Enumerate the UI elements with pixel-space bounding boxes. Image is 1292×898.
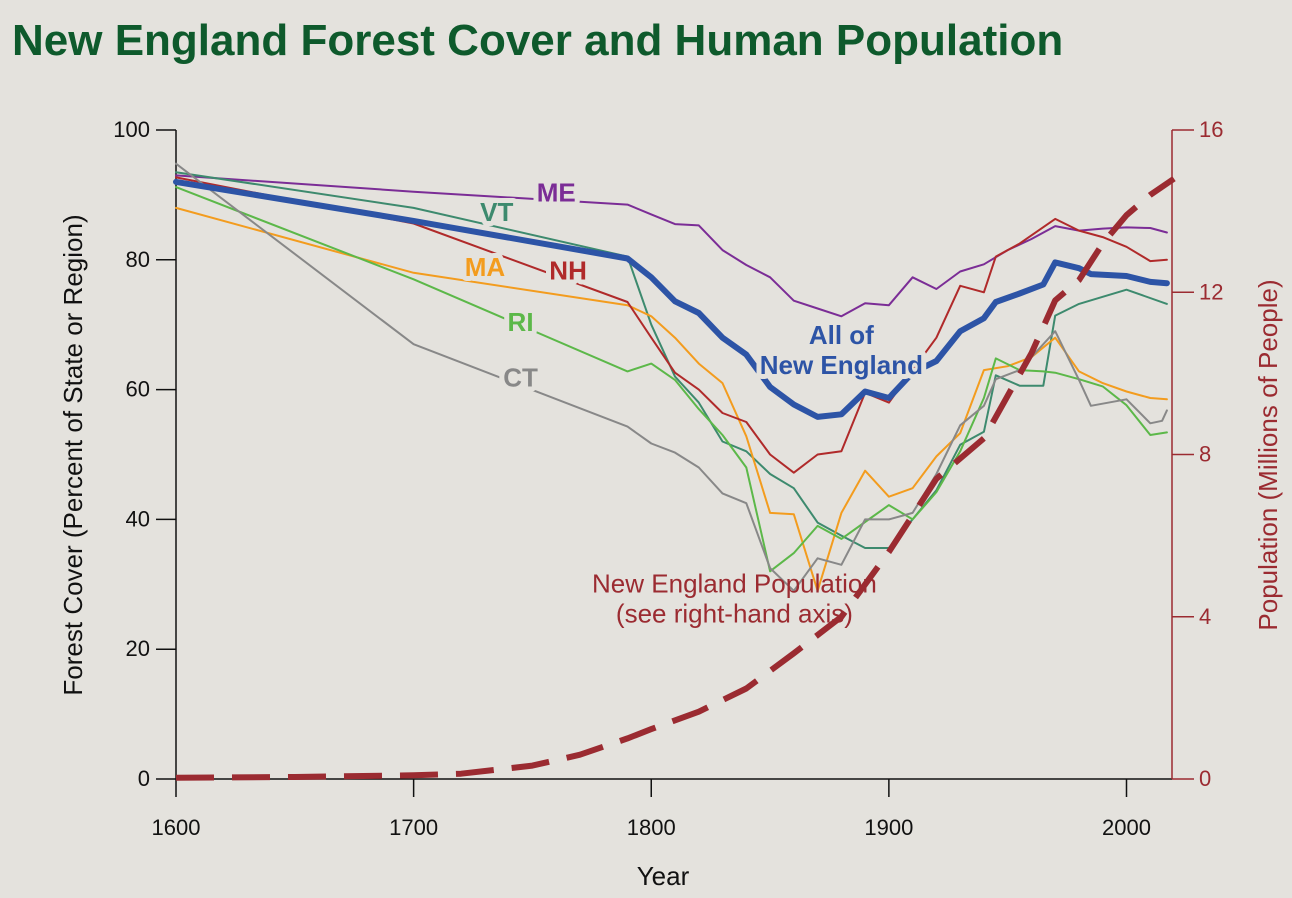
y2-tick-label: 16 bbox=[1199, 117, 1223, 142]
y-tick-label: 80 bbox=[126, 247, 150, 272]
series-label: MA bbox=[465, 252, 506, 282]
series-label: VT bbox=[480, 197, 513, 227]
series-line-vt bbox=[175, 171, 1168, 549]
y-axis-label: Forest Cover (Percent of State or Region… bbox=[58, 214, 88, 695]
x-tick-label: 1600 bbox=[152, 815, 201, 840]
series-layer bbox=[173, 162, 1176, 781]
series-line-all-of bbox=[173, 178, 1170, 420]
series-label: (see right-hand axis) bbox=[616, 598, 853, 628]
y2-tick-label: 0 bbox=[1199, 766, 1211, 791]
y-tick-label: 100 bbox=[113, 117, 150, 142]
y2-axis-label: Population (Millions of People) bbox=[1253, 279, 1283, 630]
y-tick-label: 40 bbox=[126, 506, 150, 531]
x-tick-label: 2000 bbox=[1102, 815, 1151, 840]
x-tick-label: 1800 bbox=[627, 815, 676, 840]
series-label: ME bbox=[537, 177, 576, 207]
y2-tick-label: 8 bbox=[1199, 442, 1211, 467]
series-label: CT bbox=[503, 362, 538, 392]
series-label: NH bbox=[549, 255, 587, 285]
axes: 0 20 40 60 80 100 0 4 8 12 16 1600 1700 1800 1900 2000 bbox=[113, 117, 1223, 840]
series-line-new-england-population bbox=[175, 176, 1176, 781]
y2-tick-label: 4 bbox=[1199, 604, 1211, 629]
series-line-ri bbox=[175, 186, 1168, 573]
series-label: All of bbox=[809, 320, 874, 350]
series-line-me bbox=[175, 174, 1168, 318]
series-label: New England Population bbox=[592, 568, 877, 598]
y-tick-label: 0 bbox=[138, 766, 150, 791]
series-label: New England bbox=[760, 350, 923, 380]
series-label: RI bbox=[508, 307, 534, 337]
y2-tick-label: 12 bbox=[1199, 279, 1223, 304]
x-tick-label: 1900 bbox=[864, 815, 913, 840]
y-tick-label: 60 bbox=[126, 377, 150, 402]
chart-title: New England Forest Cover and Human Popul… bbox=[12, 16, 1063, 65]
series-line-ma bbox=[175, 206, 1168, 592]
series-line-ct bbox=[175, 162, 1168, 592]
x-tick-label: 1700 bbox=[389, 815, 438, 840]
x-axis-label: Year bbox=[637, 861, 690, 891]
y-tick-label: 20 bbox=[126, 636, 150, 661]
